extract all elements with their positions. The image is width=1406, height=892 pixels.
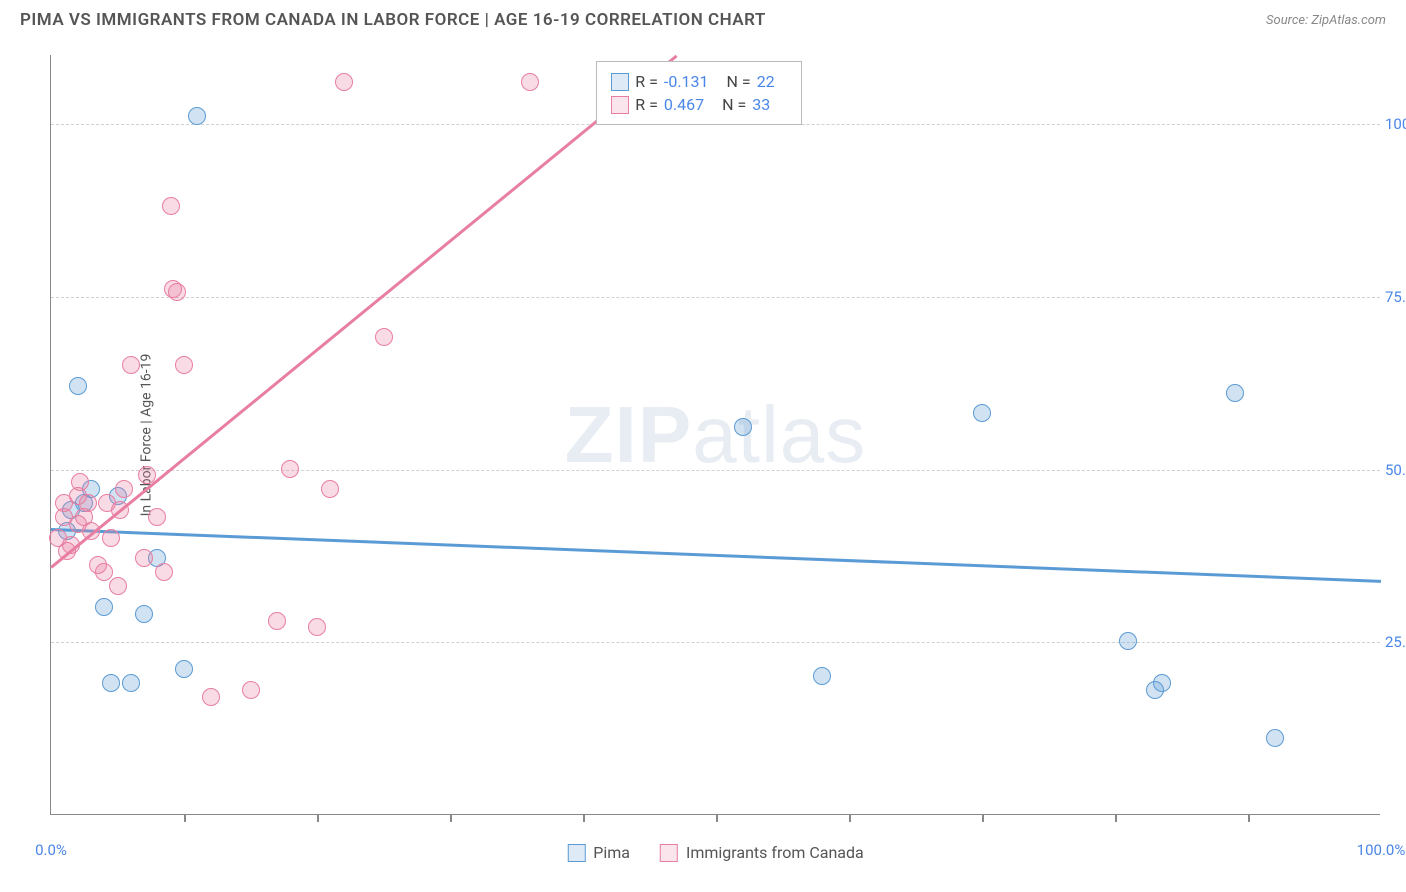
legend-swatch — [567, 844, 585, 862]
data-point — [202, 688, 220, 706]
y-tick-label: 50.0% — [1385, 461, 1406, 479]
data-point — [321, 480, 339, 498]
trend-line — [51, 528, 1381, 582]
x-tick — [1248, 814, 1250, 822]
stat-n-value: 22 — [757, 72, 775, 91]
chart-header: PIMA VS IMMIGRANTS FROM CANADA IN LABOR … — [0, 0, 1406, 36]
x-tick — [849, 814, 851, 822]
series-legend: Pima Immigrants from Canada — [567, 843, 863, 862]
stat-r-label: R = — [635, 95, 658, 114]
data-point — [135, 605, 153, 623]
x-tick — [583, 814, 585, 822]
data-point — [188, 107, 206, 125]
y-tick-label: 25.0% — [1385, 633, 1406, 651]
data-point — [71, 473, 89, 491]
x-tick — [1115, 814, 1117, 822]
x-tick — [982, 814, 984, 822]
data-point — [175, 356, 193, 374]
data-point — [813, 667, 831, 685]
data-point — [122, 674, 140, 692]
data-point — [281, 460, 299, 478]
x-tick-label: 100.0% — [1357, 841, 1406, 859]
y-tick-label: 75.0% — [1385, 288, 1406, 306]
data-point — [69, 377, 87, 395]
data-point — [1153, 674, 1171, 692]
data-point — [268, 612, 286, 630]
stats-row: R = 0.467 N = 33 — [611, 93, 786, 116]
chart-source: Source: ZipAtlas.com — [1266, 13, 1386, 28]
stats-row: R = -0.131 N = 22 — [611, 70, 786, 93]
watermark-light: atlas — [692, 390, 866, 479]
data-point — [148, 508, 166, 526]
gridline-h — [51, 642, 1380, 643]
gridline-h — [51, 297, 1380, 298]
data-point — [1226, 384, 1244, 402]
scatter-chart: In Labor Force | Age 16-19 ZIPatlas 25.0… — [50, 55, 1380, 815]
x-tick — [317, 814, 319, 822]
data-point — [115, 480, 133, 498]
data-point — [102, 529, 120, 547]
legend-swatch — [660, 844, 678, 862]
data-point — [375, 328, 393, 346]
data-point — [168, 283, 186, 301]
data-point — [175, 660, 193, 678]
chart-title: PIMA VS IMMIGRANTS FROM CANADA IN LABOR … — [20, 10, 766, 30]
trend-line — [50, 55, 677, 568]
data-point — [734, 418, 752, 436]
data-point — [102, 674, 120, 692]
legend-item: Pima — [567, 843, 630, 862]
legend-label: Immigrants from Canada — [686, 843, 864, 862]
legend-swatch — [611, 73, 629, 91]
data-point — [242, 681, 260, 699]
data-point — [122, 356, 140, 374]
x-tick — [184, 814, 186, 822]
gridline-h — [51, 470, 1380, 471]
stat-n-label: N = — [722, 95, 746, 114]
stat-n-label: N = — [727, 72, 751, 91]
stat-n-value: 33 — [752, 95, 770, 114]
watermark-bold: ZIP — [565, 390, 692, 479]
x-tick — [450, 814, 452, 822]
data-point — [521, 73, 539, 91]
stat-r-label: R = — [635, 72, 658, 91]
legend-swatch — [611, 96, 629, 114]
data-point — [135, 549, 153, 567]
stats-legend: R = -0.131 N = 22 R = 0.467 N = 33 — [596, 61, 801, 125]
data-point — [1119, 632, 1137, 650]
data-point — [155, 563, 173, 581]
data-point — [335, 73, 353, 91]
data-point — [1266, 729, 1284, 747]
stat-r-value: -0.131 — [664, 72, 709, 91]
x-tick-label: 0.0% — [35, 841, 67, 859]
watermark: ZIPatlas — [565, 389, 866, 481]
data-point — [95, 598, 113, 616]
data-point — [973, 404, 991, 422]
data-point — [162, 197, 180, 215]
data-point — [308, 618, 326, 636]
legend-item: Immigrants from Canada — [660, 843, 864, 862]
x-tick — [716, 814, 718, 822]
stat-r-value: 0.467 — [664, 95, 704, 114]
data-point — [109, 577, 127, 595]
data-point — [79, 494, 97, 512]
legend-label: Pima — [593, 843, 630, 862]
y-tick-label: 100.0% — [1385, 115, 1406, 133]
